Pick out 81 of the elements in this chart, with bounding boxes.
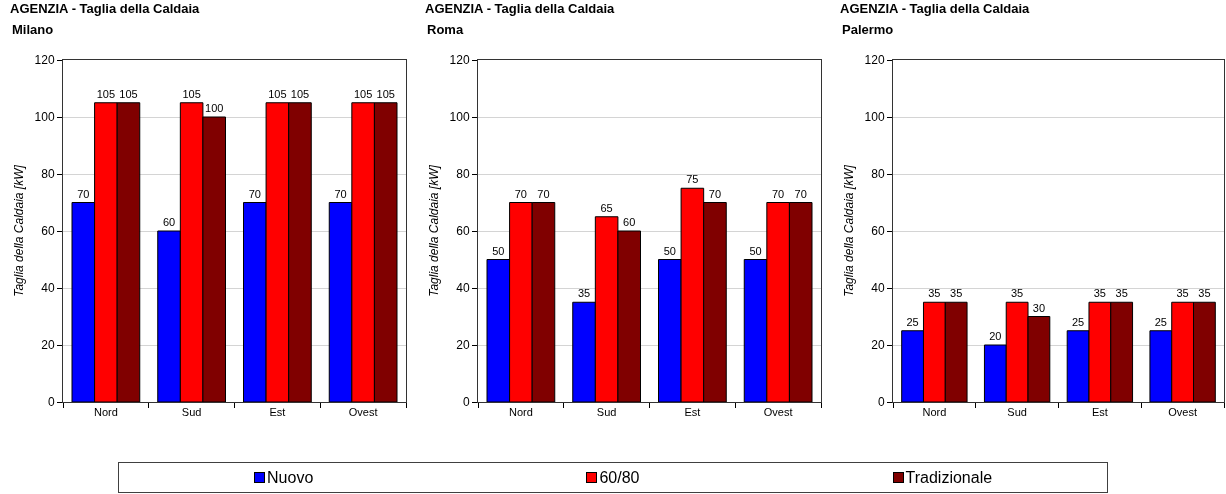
- chart-title: AGENZIA - Taglia della Caldaia: [10, 1, 201, 17]
- data-label: 50: [663, 244, 676, 257]
- y-tick-label: 120: [34, 53, 55, 68]
- x-tick-label: Est: [684, 406, 701, 419]
- data-label: 35: [1176, 287, 1189, 300]
- x-tick-label: Est: [269, 406, 286, 419]
- x-tick-label: Ovest: [763, 406, 793, 419]
- y-tick-label: 80: [41, 167, 55, 182]
- data-label: 50: [492, 244, 505, 257]
- x-tick-label: Sud: [181, 406, 202, 419]
- y-axis-title: Taglia della Caldaia [kW]: [11, 164, 26, 297]
- legend-label: Nuovo: [267, 468, 314, 487]
- y-tick-label: 100: [34, 110, 55, 125]
- x-tick-label: Sud: [1007, 406, 1027, 419]
- data-label: 25: [906, 315, 919, 328]
- x-tick-label: Nord: [922, 406, 947, 419]
- data-label: 35: [1198, 287, 1211, 300]
- y-axis-title: Taglia della Caldaia [kW]: [841, 164, 856, 297]
- data-label: 105: [182, 87, 201, 100]
- data-label: 70: [77, 187, 90, 200]
- y-tick-label: 20: [871, 338, 885, 353]
- x-tick-label: Est: [1091, 406, 1108, 419]
- data-label: 25: [1071, 315, 1085, 328]
- data-label: 105: [290, 87, 310, 100]
- data-label: 20: [989, 330, 1002, 342]
- data-label: 70: [708, 187, 722, 200]
- chart-title: AGENZIA - Taglia della Caldaia: [840, 1, 1031, 17]
- x-tick-label: Nord: [93, 406, 118, 419]
- x-tick-label: Ovest: [348, 406, 378, 419]
- chart-subtitle: Milano: [12, 22, 54, 37]
- data-label: 70: [248, 187, 261, 200]
- y-tick-label: 0: [462, 395, 470, 410]
- y-tick-label: 100: [864, 110, 885, 125]
- y-tick-label: 60: [41, 224, 55, 239]
- y-tick-label: 80: [456, 167, 470, 182]
- y-tick-label: 60: [871, 224, 885, 239]
- chart-subtitle: Palermo: [842, 22, 894, 37]
- y-tick-label: 60: [456, 224, 470, 239]
- chart-title: AGENZIA - Taglia della Caldaia: [425, 1, 616, 17]
- y-tick-label: 120: [449, 53, 470, 68]
- x-tick-label: Nord: [508, 406, 533, 419]
- data-label: 100: [205, 102, 224, 114]
- data-label: 25: [1154, 315, 1167, 328]
- chart-subtitle: Roma: [427, 22, 464, 37]
- data-label: 35: [928, 287, 941, 300]
- data-label: 70: [514, 187, 527, 200]
- y-tick-label: 120: [864, 53, 885, 68]
- y-tick-label: 20: [456, 338, 470, 353]
- data-label: 75: [686, 173, 699, 186]
- data-label: 35: [950, 287, 963, 300]
- data-label: 65: [600, 201, 613, 214]
- x-tick-label: Ovest: [1168, 406, 1197, 419]
- y-tick-label: 100: [449, 110, 470, 125]
- y-tick-label: 20: [41, 338, 55, 353]
- data-label: 60: [623, 216, 636, 228]
- data-label: 70: [334, 187, 347, 200]
- data-label: 105: [376, 87, 395, 100]
- y-tick-label: 40: [871, 281, 885, 296]
- x-tick-label: Sud: [596, 406, 617, 419]
- data-label: 30: [1032, 301, 1046, 314]
- data-label: 105: [119, 87, 138, 100]
- legend-label: Tradizionale: [905, 468, 993, 487]
- data-label: 105: [96, 87, 116, 100]
- y-tick-label: 40: [41, 281, 55, 296]
- data-label: 70: [794, 187, 807, 200]
- data-label: 60: [162, 216, 176, 228]
- y-tick-label: 0: [47, 395, 55, 410]
- data-label: 70: [537, 187, 550, 200]
- data-label: 35: [1093, 287, 1106, 300]
- y-tick-label: 0: [877, 395, 885, 410]
- legend-label: 60/80: [599, 468, 640, 487]
- data-label: 105: [353, 87, 373, 100]
- data-label: 35: [1011, 287, 1024, 300]
- data-label: 35: [1115, 287, 1128, 300]
- data-label: 35: [577, 287, 591, 300]
- y-axis-title: Taglia della Caldaia [kW]: [426, 164, 441, 297]
- data-label: 105: [268, 87, 287, 100]
- y-tick-label: 40: [456, 281, 470, 296]
- data-label: 70: [772, 187, 785, 200]
- data-label: 50: [749, 244, 762, 257]
- y-tick-label: 80: [871, 167, 885, 182]
